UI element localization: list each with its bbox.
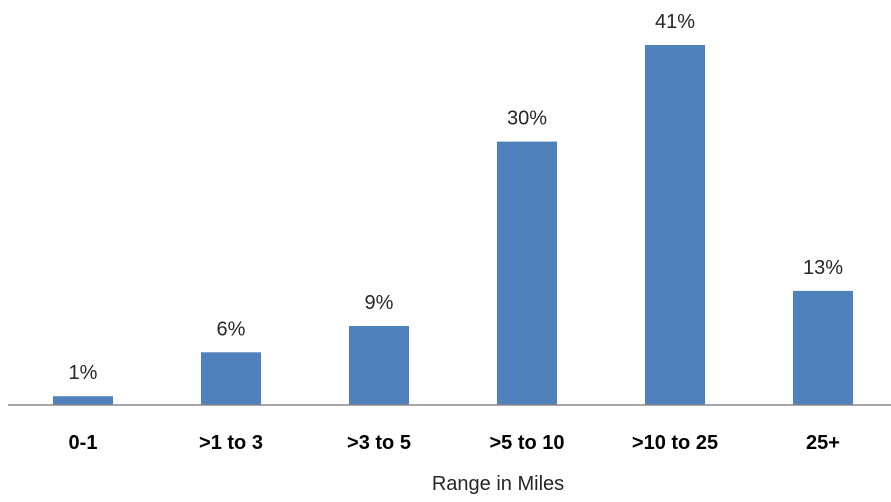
data-label-4: 41% xyxy=(655,11,695,33)
x-tick-label-5: 25+ xyxy=(806,432,840,454)
data-labels-layer: 1% 6% 9% 30% 41% 13% xyxy=(69,11,844,384)
x-tick-labels: 0-1 >1 to 3 >3 to 5 >5 to 10 >10 to 25 25+ xyxy=(69,432,840,454)
bar-3 xyxy=(497,141,557,405)
data-label-0: 1% xyxy=(69,362,98,384)
bars-layer xyxy=(53,45,853,405)
bar-0 xyxy=(53,396,113,405)
x-tick-label-3: >5 to 10 xyxy=(489,432,564,454)
x-tick-label-0: 0-1 xyxy=(69,432,98,454)
data-label-5: 13% xyxy=(803,257,843,279)
bar-5 xyxy=(793,290,853,405)
x-tick-label-4: >10 to 25 xyxy=(632,432,718,454)
x-tick-label-1: >1 to 3 xyxy=(199,432,263,454)
data-label-2: 9% xyxy=(365,292,394,314)
data-label-3: 30% xyxy=(507,108,547,130)
x-axis-title: Range in Miles xyxy=(432,473,564,495)
bar-1 xyxy=(201,352,261,405)
data-label-1: 6% xyxy=(217,318,246,340)
bar-2 xyxy=(349,326,409,405)
bar-4 xyxy=(645,45,705,405)
x-tick-label-2: >3 to 5 xyxy=(347,432,411,454)
